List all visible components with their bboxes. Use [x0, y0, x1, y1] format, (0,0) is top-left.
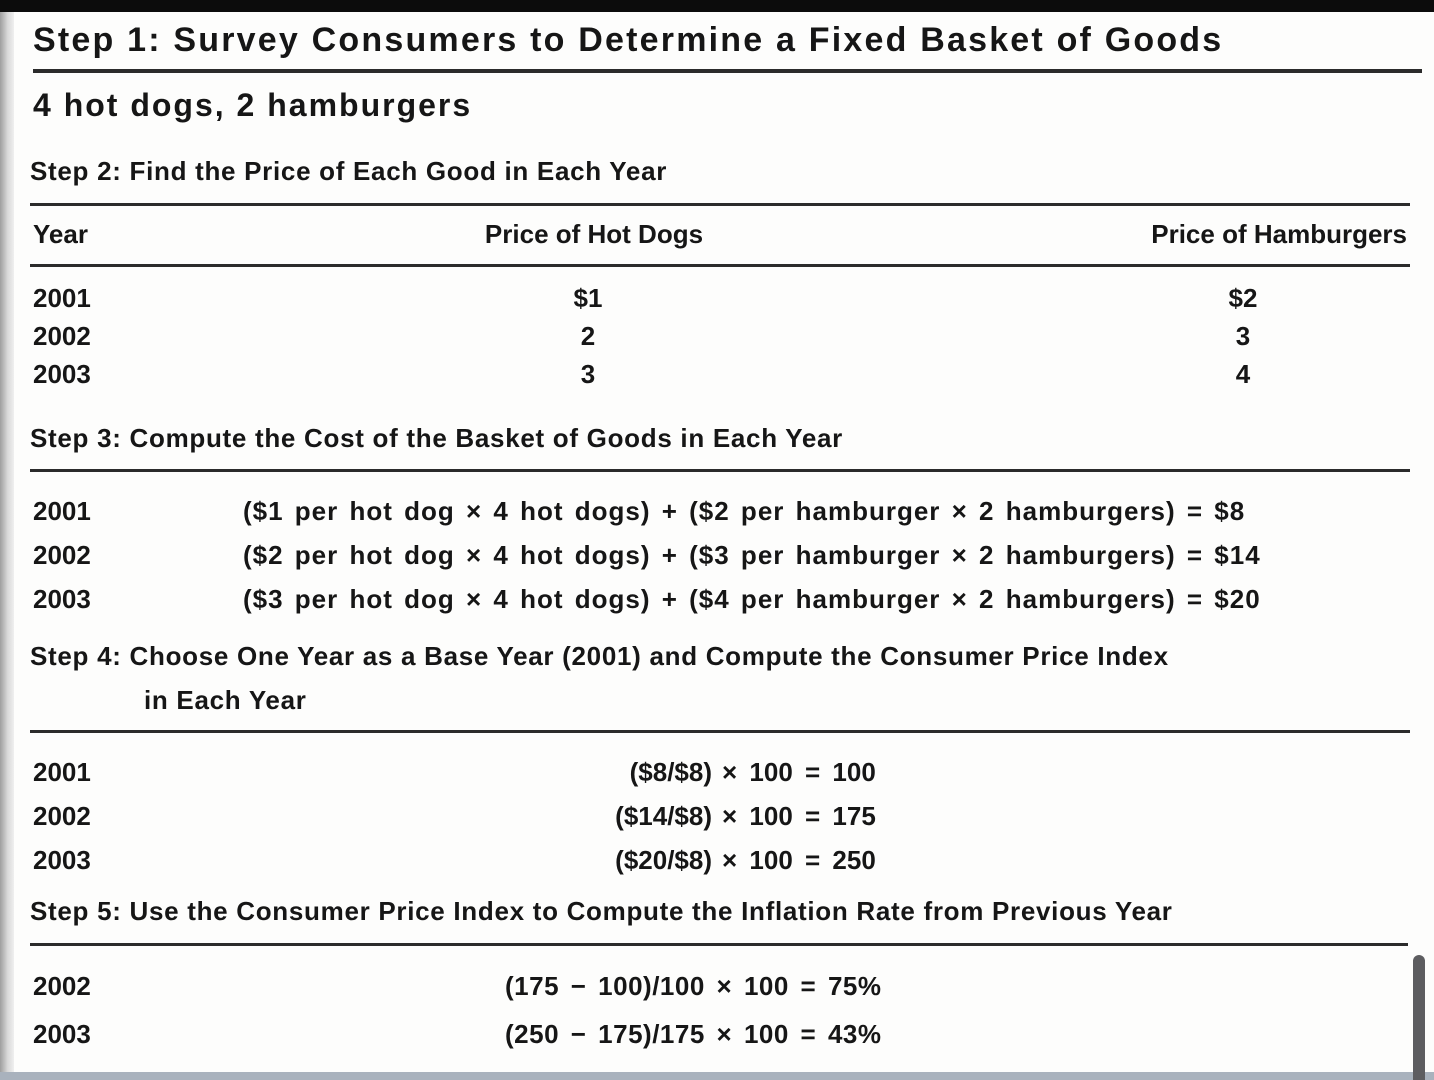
year-cell: 2001	[33, 283, 91, 313]
step1-divider	[33, 69, 1422, 73]
cpi-fraction: ($8/$8)	[629, 757, 712, 787]
cpi-calculation: × 100 = 175	[722, 801, 876, 831]
inflation-expression: (175 − 100)/100 × 100 = 75%	[505, 971, 882, 1001]
hamburger-price-cell: $2	[1228, 283, 1258, 313]
step3-divider	[30, 469, 1410, 472]
step4-divider	[30, 730, 1410, 733]
step5-divider	[30, 943, 1408, 946]
year-cell: 2003	[33, 845, 91, 875]
vertical-scrollbar-thumb[interactable]	[1413, 955, 1425, 1080]
year-cell: 2002	[33, 540, 91, 570]
cpi-calculation: × 100 = 100	[722, 757, 876, 787]
bottom-edge-bar	[0, 1072, 1434, 1080]
column-header-hamburgers: Price of Hamburgers	[1151, 219, 1407, 249]
step5-title: Step 5: Use the Consumer Price Index to …	[30, 896, 1173, 926]
cpi-fraction: ($14/$8)	[615, 801, 712, 831]
basket-of-goods-text: 4 hot dogs, 2 hamburgers	[33, 87, 473, 123]
left-edge-strip	[0, 12, 14, 1080]
hamburger-price-cell: 3	[1235, 321, 1251, 351]
year-cell: 2002	[33, 321, 91, 351]
step1-title: Step 1: Survey Consumers to Determine a …	[33, 21, 1224, 59]
top-edge-bar	[0, 0, 1434, 12]
column-header-hot-dogs: Price of Hot Dogs	[484, 219, 704, 249]
year-cell: 2003	[33, 1019, 91, 1049]
step2-title: Step 2: Find the Price of Each Good in E…	[30, 156, 668, 186]
year-cell: 2003	[33, 359, 91, 389]
hamburger-price-cell: 4	[1235, 359, 1251, 389]
basket-cost-expression: ($3 per hot dog × 4 hot dogs) + ($4 per …	[243, 584, 1261, 614]
step2-divider	[30, 203, 1410, 206]
hot-dog-price-cell: 3	[580, 359, 596, 389]
cpi-fraction: ($20/$8)	[615, 845, 712, 875]
year-cell: 2001	[33, 757, 91, 787]
year-cell: 2001	[33, 496, 91, 526]
page-background	[14, 12, 1434, 1072]
table-header-divider	[30, 264, 1410, 267]
step3-title: Step 3: Compute the Cost of the Basket o…	[30, 423, 843, 453]
step4-title-line2: in Each Year	[144, 685, 307, 715]
column-header-year: Year	[33, 219, 88, 249]
hot-dog-price-cell: $1	[573, 283, 603, 313]
hot-dog-price-cell: 2	[580, 321, 596, 351]
year-cell: 2002	[33, 801, 91, 831]
basket-cost-expression: ($1 per hot dog × 4 hot dogs) + ($2 per …	[243, 496, 1246, 526]
inflation-expression: (250 − 175)/175 × 100 = 43%	[505, 1019, 882, 1049]
basket-cost-expression: ($2 per hot dog × 4 hot dogs) + ($3 per …	[243, 540, 1261, 570]
step4-title-line1: Step 4: Choose One Year as a Base Year (…	[30, 641, 1169, 671]
cpi-calculation: × 100 = 250	[722, 845, 876, 875]
year-cell: 2002	[33, 971, 91, 1001]
year-cell: 2003	[33, 584, 91, 614]
